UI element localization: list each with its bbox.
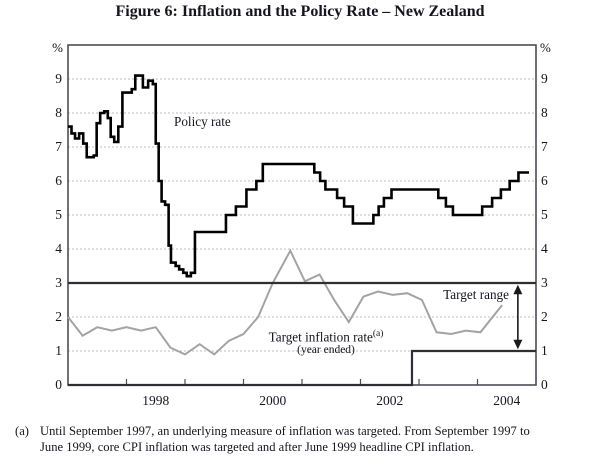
y-axis-unit-left: %	[52, 40, 63, 55]
y-axis-tick-label-left: 0	[55, 377, 62, 392]
y-axis-tick-label-right: 4	[541, 241, 548, 256]
target-range-label: Target range	[443, 287, 509, 302]
footnote: (a) Until September 1997, an underlying …	[15, 424, 597, 455]
y-axis-tick-label-right: 8	[541, 105, 548, 120]
footnote-marker: (a)	[15, 424, 29, 438]
policy-rate-line	[68, 74, 529, 278]
y-axis-tick-label-left: 8	[55, 105, 62, 120]
arrowhead-up-icon	[513, 284, 523, 295]
policy-rate-series-label: Policy rate	[174, 114, 231, 129]
y-axis-unit-right: %	[540, 40, 551, 55]
y-axis-tick-label-right: 7	[541, 139, 548, 154]
target-range-lower-line	[68, 349, 536, 387]
y-axis-tick-label-right: 9	[541, 71, 548, 86]
y-axis-tick-label-left: 3	[55, 275, 62, 290]
y-axis-tick-label-left: 6	[55, 173, 62, 188]
figure-title: Figure 6: Inflation and the Policy Rate …	[115, 3, 485, 20]
target-inflation-line	[67, 248, 503, 356]
x-axis-tick-label: 1998	[142, 393, 170, 408]
x-axis-tick-label: 2000	[259, 393, 287, 408]
arrowhead-down-icon	[513, 339, 523, 350]
footnote-line-1: Until September 1997, an underlying meas…	[40, 424, 530, 438]
y-axis-tick-label-right: 0	[541, 377, 548, 392]
y-axis-tick-label-right: 1	[541, 343, 548, 358]
target-inflation-series-label: Target inflation rate(a) (year ended)	[243, 327, 409, 357]
y-axis-tick-label-left: 9	[55, 71, 62, 86]
y-axis-tick-label-left: 5	[55, 207, 62, 222]
x-axis-tick-label: 2004	[493, 393, 521, 408]
y-axis-tick-label-right: 2	[541, 309, 548, 324]
footnote-reference-superscript: (a)	[372, 329, 384, 339]
footnote-line-2: June 1999, core CPI inflation was target…	[40, 439, 474, 454]
y-axis-tick-label-right: 5	[541, 207, 548, 222]
x-axis-tick-label: 2002	[376, 393, 404, 408]
target-inflation-label-text: Target inflation rate	[268, 329, 373, 345]
y-axis-tick-label-left: 1	[55, 343, 62, 358]
y-axis-tick-label-right: 6	[541, 173, 548, 188]
y-axis-tick-label-left: 2	[55, 309, 62, 324]
y-axis-tick-label-left: 7	[55, 139, 62, 154]
target-inflation-label-subtext: (year ended)	[297, 344, 355, 357]
y-axis-tick-label-left: 4	[55, 241, 62, 256]
y-axis-tick-label-right: 3	[541, 275, 548, 290]
